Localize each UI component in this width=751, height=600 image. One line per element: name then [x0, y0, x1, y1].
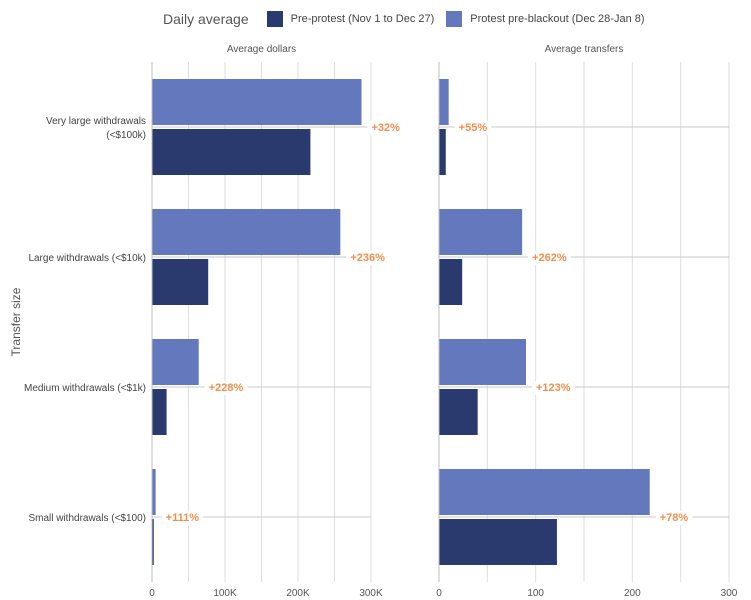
- category-label: Large withdrawals (<$10k): [28, 253, 146, 264]
- pct-change-label-bg: [161, 511, 204, 525]
- pct-change-label: +55%: [459, 122, 488, 134]
- pct-change-label: +262%: [532, 252, 567, 264]
- bar-pre-protest: [152, 259, 209, 305]
- category-label: (<$100k): [106, 130, 146, 141]
- pct-change-label: +32%: [372, 122, 401, 134]
- x-tick-label: 100K: [213, 588, 237, 599]
- pct-change-label-bg: [204, 381, 248, 395]
- pct-change-label-bg: [346, 251, 390, 265]
- x-tick-label: 100: [527, 588, 544, 599]
- pct-change-label: +228%: [209, 382, 244, 394]
- legend-label-pre-protest: Pre-protest (Nov 1 to Dec 27): [290, 13, 435, 25]
- pct-change-label-bg: [655, 511, 693, 525]
- category-label: Medium withdrawals (<$1k): [24, 383, 146, 394]
- panel-title: Average dollars: [227, 44, 296, 55]
- pct-change-label-bg: [454, 121, 492, 135]
- pct-change-label: +78%: [660, 512, 689, 524]
- bar-pre-protest: [152, 129, 311, 175]
- bar-protest: [152, 469, 156, 515]
- bar-pre-protest: [439, 129, 446, 175]
- bar-protest: [152, 209, 341, 255]
- bar-pre-protest: [439, 389, 478, 435]
- bar-protest: [439, 79, 449, 125]
- legend-label-protest: Protest pre-blackout (Dec 28-Jan 8): [470, 13, 645, 25]
- bar-pre-protest: [439, 259, 463, 305]
- pct-change-label-bg: [532, 381, 575, 395]
- x-tick-label: 300K: [359, 588, 383, 599]
- category-label: Very large withdrawals: [46, 116, 146, 127]
- panel-title: Average transfers: [545, 44, 624, 55]
- x-tick-label: 0: [436, 588, 442, 599]
- x-tick-label: 200: [624, 588, 641, 599]
- y-axis-label: Transfer size: [9, 287, 23, 356]
- pct-change-label: +111%: [166, 512, 200, 524]
- bar-protest: [439, 469, 650, 515]
- x-tick-label: 300: [721, 588, 738, 599]
- legend-item-protest: Protest pre-blackout (Dec 28-Jan 8): [446, 11, 645, 27]
- x-tick-label: 0: [149, 588, 155, 599]
- bar-pre-protest: [439, 519, 557, 565]
- pct-change-label-bg: [528, 251, 571, 265]
- bar-pre-protest: [152, 519, 154, 565]
- pct-change-label: +236%: [350, 252, 385, 264]
- legend: Daily average Pre-protest (Nov 1 to Dec …: [163, 8, 657, 30]
- bar-pre-protest: [152, 389, 167, 435]
- bar-protest: [152, 79, 362, 125]
- legend-item-pre-protest: Pre-protest (Nov 1 to Dec 27): [266, 11, 435, 27]
- bar-protest: [439, 209, 523, 255]
- pct-change-label-bg: [367, 121, 405, 135]
- legend-swatch-protest: [446, 11, 463, 27]
- legend-title: Daily average: [163, 11, 249, 27]
- x-tick-label: 200K: [286, 588, 310, 599]
- category-label: Small withdrawals (<$100): [28, 513, 146, 524]
- legend-swatch-pre-protest: [266, 11, 283, 27]
- bar-protest: [439, 339, 526, 385]
- pct-change-label: +123%: [536, 382, 571, 394]
- bar-protest: [152, 339, 199, 385]
